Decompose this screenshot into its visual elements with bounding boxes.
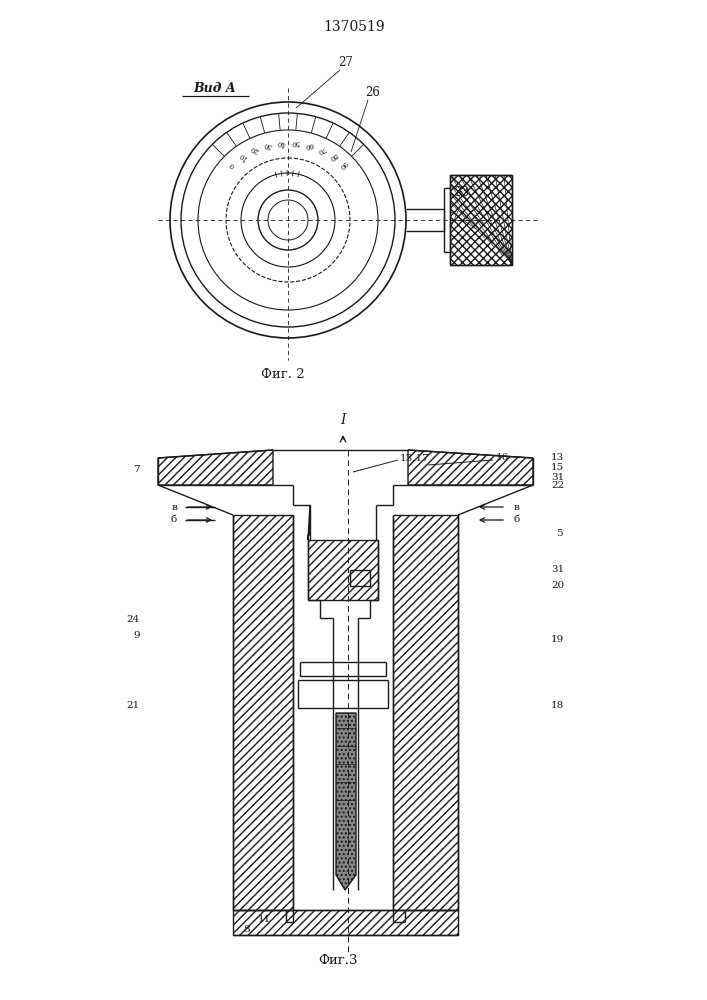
Text: 33: 33 xyxy=(455,186,469,198)
Text: 24: 24 xyxy=(127,615,140,624)
Text: 0: 0 xyxy=(228,160,238,169)
Text: в: в xyxy=(514,502,520,512)
Bar xyxy=(350,570,370,586)
Polygon shape xyxy=(336,713,356,890)
Text: 70: 70 xyxy=(315,144,327,155)
Text: 8: 8 xyxy=(243,926,250,934)
Text: 16: 16 xyxy=(496,454,509,462)
Text: 90: 90 xyxy=(337,159,349,171)
Text: б: б xyxy=(514,516,520,524)
Text: 60: 60 xyxy=(303,140,314,150)
Text: б: б xyxy=(171,516,177,524)
Text: Фиг. 2: Фиг. 2 xyxy=(261,368,305,381)
Text: 27: 27 xyxy=(339,55,354,68)
Text: 7: 7 xyxy=(134,466,140,475)
Text: 13: 13 xyxy=(551,454,564,462)
Text: 21: 21 xyxy=(127,700,140,710)
Text: 5: 5 xyxy=(556,528,563,538)
Text: 10: 10 xyxy=(238,150,250,162)
Text: 80: 80 xyxy=(327,150,339,162)
Text: 15: 15 xyxy=(551,464,564,473)
Bar xyxy=(450,175,512,265)
Text: 9: 9 xyxy=(134,631,140,640)
Text: 30: 30 xyxy=(262,140,273,150)
Text: 31: 31 xyxy=(551,473,564,482)
Text: Вид A: Вид A xyxy=(194,82,236,95)
Text: 13,17: 13,17 xyxy=(400,454,430,462)
Text: 1370519: 1370519 xyxy=(323,20,385,34)
Text: 26: 26 xyxy=(366,86,380,99)
Text: в: в xyxy=(171,502,177,512)
Text: 20: 20 xyxy=(250,144,261,155)
Text: 22: 22 xyxy=(551,482,564,490)
Text: 31: 31 xyxy=(551,566,564,574)
Text: Фиг.3: Фиг.3 xyxy=(318,954,358,966)
Text: 19: 19 xyxy=(551,636,564,645)
Bar xyxy=(450,175,512,265)
Text: 40: 40 xyxy=(276,138,286,147)
Text: I: I xyxy=(340,413,346,427)
Text: 11: 11 xyxy=(258,916,271,924)
Text: 18: 18 xyxy=(551,700,564,710)
Text: 20: 20 xyxy=(551,580,564,589)
Text: 50: 50 xyxy=(290,138,300,147)
